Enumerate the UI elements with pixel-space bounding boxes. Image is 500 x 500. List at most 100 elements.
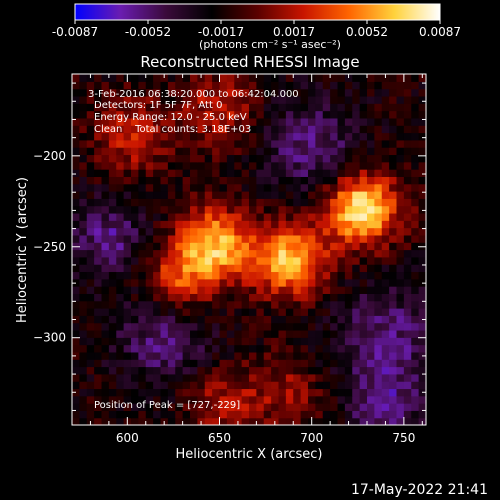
heatmap-cell bbox=[381, 95, 390, 104]
heatmap-cell bbox=[403, 344, 412, 353]
heatmap-cell bbox=[94, 322, 103, 331]
heatmap-cell bbox=[241, 344, 250, 353]
heatmap-cell bbox=[138, 293, 147, 302]
heatmap-cell bbox=[367, 176, 375, 185]
heatmap-cell bbox=[374, 308, 383, 316]
heatmap-cell bbox=[359, 161, 368, 170]
heatmap-cell bbox=[374, 125, 383, 134]
heatmap-cell bbox=[167, 410, 176, 419]
heatmap-cell bbox=[330, 183, 339, 192]
heatmap-cell bbox=[160, 373, 169, 382]
heatmap-cell bbox=[300, 286, 309, 294]
heatmap-cell bbox=[403, 205, 412, 214]
heatmap-cell bbox=[374, 286, 383, 294]
heatmap-cell bbox=[94, 381, 103, 390]
heatmap-cell bbox=[359, 315, 368, 324]
heatmap-cell bbox=[344, 264, 353, 273]
heatmap-cell bbox=[263, 139, 272, 148]
heatmap-cell bbox=[138, 147, 147, 156]
heatmap-cell bbox=[212, 198, 221, 207]
heatmap-cell bbox=[79, 132, 88, 141]
heatmap-cell bbox=[145, 220, 154, 229]
heatmap-cell bbox=[285, 191, 294, 199]
heatmap-cell bbox=[226, 381, 235, 390]
heatmap-cell bbox=[396, 256, 405, 265]
heatmap-cell bbox=[337, 88, 346, 97]
heatmap-cell bbox=[285, 351, 294, 360]
heatmap-cell bbox=[79, 403, 88, 411]
heatmap-cell bbox=[197, 234, 206, 243]
heatmap-cell bbox=[359, 205, 368, 214]
heatmap-cell bbox=[175, 300, 184, 309]
heatmap-cell bbox=[271, 322, 280, 331]
heatmap-cell bbox=[145, 351, 154, 360]
heatmap-cell bbox=[374, 161, 383, 170]
heatmap-cell bbox=[381, 286, 390, 294]
heatmap-cell bbox=[241, 169, 250, 177]
heatmap-cell bbox=[396, 81, 405, 90]
heatmap-cell bbox=[300, 417, 309, 425]
annotation-method: Clean Total counts: 3.18E+03 bbox=[94, 124, 251, 135]
heatmap-cell bbox=[308, 117, 316, 126]
heatmap-cell bbox=[219, 366, 228, 375]
heatmap-cell bbox=[138, 403, 147, 411]
heatmap-cell bbox=[204, 125, 213, 134]
heatmap-cell bbox=[116, 381, 125, 390]
heatmap-cell bbox=[330, 176, 339, 185]
heatmap-cell bbox=[352, 220, 361, 229]
heatmap-cell bbox=[352, 300, 361, 309]
heatmap-cell bbox=[337, 183, 346, 192]
heatmap-cell bbox=[94, 329, 103, 338]
heatmap-cell bbox=[197, 300, 206, 309]
heatmap-cell bbox=[411, 205, 420, 214]
heatmap-cell bbox=[374, 271, 383, 280]
heatmap-cell bbox=[396, 220, 405, 229]
heatmap-cell bbox=[123, 103, 132, 112]
heatmap-cell bbox=[153, 110, 162, 119]
heatmap-cell bbox=[285, 308, 294, 316]
heatmap-cell bbox=[278, 278, 287, 287]
heatmap-cell bbox=[175, 110, 184, 119]
heatmap-cell bbox=[249, 337, 257, 346]
heatmap-cell bbox=[285, 147, 294, 156]
heatmap-cell bbox=[175, 293, 184, 302]
heatmap-cell bbox=[396, 74, 405, 82]
heatmap-cell bbox=[308, 183, 316, 192]
heatmap-cell bbox=[381, 366, 390, 375]
heatmap-cell bbox=[182, 220, 191, 229]
heatmap-cell bbox=[108, 264, 117, 273]
heatmap-cell bbox=[352, 329, 361, 338]
heatmap-cell bbox=[403, 191, 412, 199]
heatmap-cell bbox=[226, 88, 235, 97]
heatmap-cell bbox=[352, 176, 361, 185]
heatmap-cell bbox=[190, 205, 198, 214]
heatmap-cell bbox=[359, 154, 368, 163]
heatmap-cell bbox=[315, 176, 324, 185]
heatmap-cell bbox=[293, 322, 302, 331]
heatmap-cell bbox=[293, 183, 302, 192]
heatmap-cell bbox=[308, 293, 316, 302]
heatmap-cell bbox=[153, 242, 162, 251]
heatmap-cell bbox=[131, 110, 139, 119]
heatmap-cell bbox=[167, 176, 176, 185]
heatmap-cell bbox=[108, 81, 117, 90]
heatmap-cell bbox=[249, 95, 257, 104]
heatmap-cell bbox=[278, 293, 287, 302]
heatmap-cell bbox=[403, 359, 412, 368]
heatmap-cell bbox=[337, 117, 346, 126]
heatmap-cell bbox=[300, 205, 309, 214]
heatmap-cell bbox=[352, 337, 361, 346]
heatmap-cell bbox=[352, 242, 361, 251]
heatmap-cell bbox=[101, 403, 110, 411]
heatmap-cell bbox=[123, 81, 132, 90]
heatmap-cell bbox=[219, 154, 228, 163]
heatmap-cell bbox=[123, 234, 132, 243]
heatmap-cell bbox=[190, 315, 198, 324]
heatmap-cell bbox=[352, 205, 361, 214]
heatmap-cell bbox=[116, 110, 125, 119]
heatmap-cell bbox=[249, 220, 257, 229]
heatmap-cell bbox=[101, 212, 110, 221]
heatmap-cell bbox=[182, 264, 191, 273]
heatmap-cell bbox=[204, 417, 213, 425]
heatmap-cell bbox=[167, 373, 176, 382]
